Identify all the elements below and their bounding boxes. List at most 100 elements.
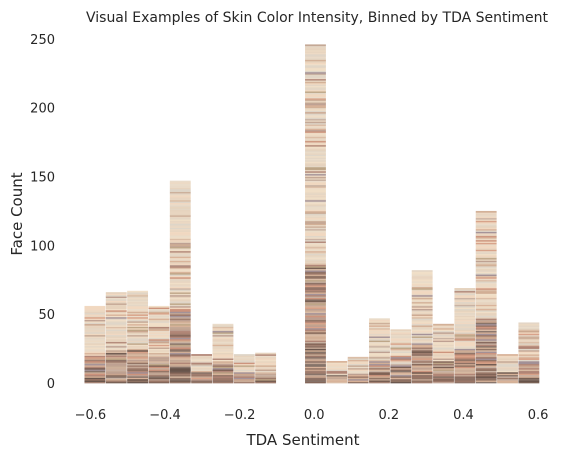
bar-stripe [212, 329, 234, 332]
bar-stripe [475, 333, 497, 336]
bar-stripe [518, 370, 540, 373]
bar-stripe [169, 257, 191, 260]
bar-stripe [475, 289, 497, 292]
bar-stripe [411, 288, 433, 290]
bar-stripe [169, 235, 191, 238]
bar-stripe [369, 365, 390, 367]
bar-stripe [305, 95, 326, 98]
bar-stripe [411, 362, 433, 365]
bar-stripe [411, 333, 433, 336]
bar-stripe [305, 135, 326, 137]
bar-stripe [390, 344, 412, 347]
bar-stripe [212, 330, 234, 333]
bar-stripe [212, 373, 234, 376]
bar-stripe [518, 323, 540, 326]
bar-stripe [169, 305, 191, 308]
bar-stripe [305, 360, 326, 363]
bar-stripe [411, 366, 433, 369]
bar-stripe [369, 366, 390, 369]
bar-stripe [518, 348, 540, 351]
bar-stripe [148, 311, 170, 314]
bar-stripe [305, 182, 326, 184]
bar-stripe [518, 351, 540, 354]
bar-stripe [127, 303, 149, 305]
bar-stripe [411, 282, 433, 285]
bar-stripe [84, 374, 106, 377]
bar-stripe [148, 338, 170, 341]
bar-stripe [475, 237, 497, 239]
bar-stripe [433, 380, 454, 382]
bar-stripe [148, 340, 170, 343]
bar-stripe [475, 232, 497, 235]
bar-stripe [169, 292, 191, 294]
bar-stripe [84, 308, 106, 311]
bar-stripe [433, 349, 454, 352]
bar-stripe [84, 360, 106, 363]
bar-stripe [305, 369, 326, 371]
bar-stripe [305, 215, 326, 217]
bar-stripe [127, 329, 149, 332]
bar-stripe [127, 365, 149, 367]
bar-stripe [454, 327, 476, 330]
bar-stripe [369, 373, 390, 376]
bar-stripe [105, 292, 127, 294]
bar-stripe [148, 333, 170, 336]
bar-stripe [433, 373, 454, 376]
bar-stripe [305, 264, 326, 267]
bar-stripe [411, 289, 433, 292]
bar-stripe [454, 365, 476, 367]
bar-stripe [169, 252, 191, 254]
bar-stripe [127, 296, 149, 299]
bar-stripe [518, 327, 540, 330]
bar-stripe [127, 322, 149, 325]
bar-stripe [433, 334, 454, 337]
bar-stripe [169, 282, 191, 285]
bar-stripe [148, 352, 170, 355]
bar-stripe [169, 205, 191, 208]
bar-stripe [454, 356, 476, 359]
bar-stripe [127, 327, 149, 330]
bar-stripe [169, 300, 191, 303]
bar-stripe [454, 338, 476, 341]
bar-stripe [305, 110, 326, 113]
bar-stripe [127, 359, 149, 362]
bar-stripe [497, 359, 518, 362]
bar-stripe [305, 279, 326, 282]
bar-stripe [212, 351, 234, 354]
bar-stripe [305, 241, 326, 243]
bar-stripe [233, 358, 255, 360]
bar-stripe [148, 376, 170, 378]
bar-stripe [255, 380, 277, 382]
bar-stripe [169, 293, 191, 296]
bar-stripe [169, 373, 191, 376]
bar-stripe [305, 48, 326, 51]
bar-stripe [454, 344, 476, 347]
bar-stripe [305, 71, 326, 74]
bar-stripe [475, 290, 497, 293]
x-tick-label: 0.6 [528, 408, 549, 423]
y-axis-label: Face Count [8, 172, 26, 255]
bar-stripe [454, 352, 476, 355]
bar-stripe [255, 370, 277, 373]
bar-stripe [169, 352, 191, 355]
bar-stripe [347, 369, 369, 371]
bar-stripe [148, 367, 170, 370]
bar-stripe [169, 272, 191, 275]
bar-stripe [390, 366, 412, 369]
bar-stripe [347, 367, 369, 370]
bar-stripe [454, 312, 476, 315]
bar-stripe [305, 234, 326, 237]
bar-stripe [305, 201, 326, 204]
bar-stripe [127, 314, 149, 316]
bar-stripe [84, 312, 106, 315]
bar-stripe [433, 337, 454, 340]
bar-stripe [84, 310, 106, 312]
bar-stripe [148, 377, 170, 380]
bar-stripe [518, 366, 540, 369]
bar-stripe [454, 304, 476, 307]
bar-stripe [169, 340, 191, 343]
bar-stripe [255, 354, 277, 356]
bar-stripe [305, 365, 326, 367]
bar-stripe [148, 323, 170, 326]
bar-stripe [497, 374, 518, 377]
